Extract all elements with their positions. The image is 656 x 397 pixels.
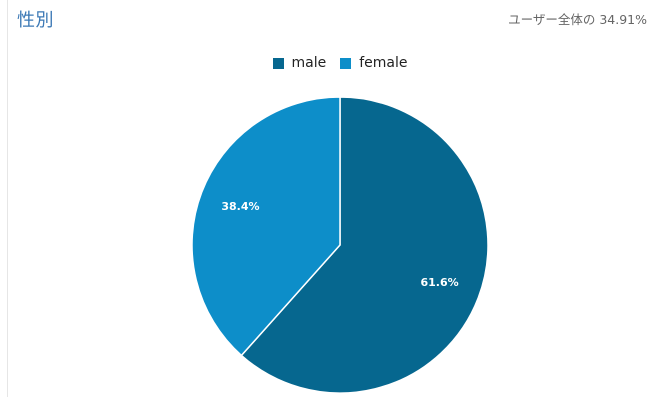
legend-label-male: male bbox=[291, 55, 327, 71]
pie-slice-female[interactable] bbox=[191, 96, 341, 357]
legend: male female bbox=[0, 55, 656, 71]
legend-label-female: female bbox=[359, 55, 408, 71]
chart-title: 性別 bbox=[17, 10, 54, 31]
legend-swatch-female bbox=[340, 57, 352, 69]
user-share-summary: ユーザー全体の 34.91% bbox=[508, 12, 647, 27]
pie-slice-male[interactable] bbox=[240, 96, 489, 394]
legend-swatch-male bbox=[272, 57, 284, 69]
legend-item-male[interactable]: male bbox=[272, 55, 327, 71]
legend-item-female[interactable]: female bbox=[340, 55, 408, 71]
slice-label-female: 38.4% bbox=[221, 200, 259, 213]
left-divider bbox=[7, 0, 8, 397]
slice-label-male: 61.6% bbox=[420, 276, 458, 289]
